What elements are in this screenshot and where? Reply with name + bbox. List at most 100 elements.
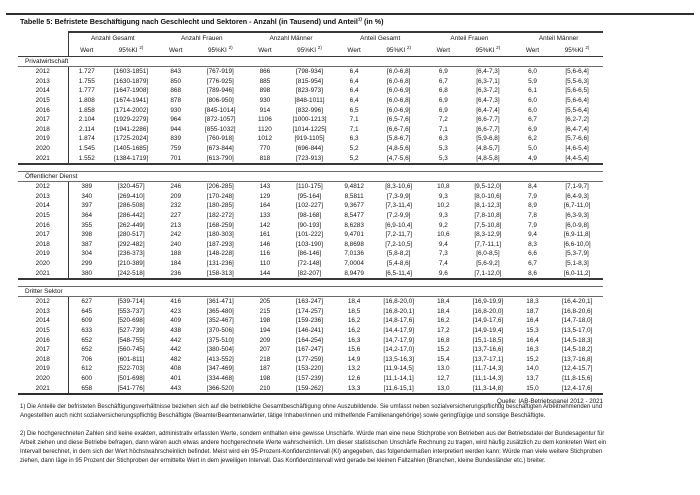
footnote-ref-2: 2) bbox=[139, 44, 144, 50]
footnote-ref-2: 2) bbox=[228, 44, 233, 50]
year-cell: 2012 bbox=[18, 66, 69, 77]
table-row: 2013 1.755 [1630-1879] 850 [776-925] 885 [815-… bbox=[18, 76, 603, 87]
value-cell: [798-934] bbox=[296, 68, 324, 76]
value-cell: 6,8 bbox=[438, 87, 448, 95]
wert-column-header: Wert bbox=[68, 44, 105, 57]
table-row: 2012 1.727 [1603-1851] 843 [767-919] 866 [798-… bbox=[18, 66, 603, 77]
value-cell: [413-552] bbox=[206, 355, 234, 363]
value-cell: [86-146] bbox=[297, 250, 322, 258]
table-row: 2020 600 [501-698] 401 [334-468] 198 [157-239]… bbox=[18, 373, 603, 384]
value-cell: [16,8-20,0] bbox=[472, 307, 504, 315]
value-cell: [95-164] bbox=[297, 192, 322, 200]
column-group-header: Anteil Frauen bbox=[424, 31, 515, 44]
table-row: 2018 706 [601-811] 482 [413-552] 218 [177-259]… bbox=[18, 354, 603, 365]
value-cell: 116 bbox=[259, 250, 270, 258]
value-cell: [11,3-14,8] bbox=[461, 383, 515, 395]
value-cell: [9,5-12,0] bbox=[474, 183, 502, 191]
value-cell: [158-313] bbox=[194, 268, 247, 280]
value-cell: [262-449] bbox=[117, 221, 145, 229]
value-cell: [320-457] bbox=[117, 183, 145, 191]
value-cell: [4,8-5,8] bbox=[461, 153, 515, 165]
table-row: 2020 299 [210-389] 184 [131-236] 110 [72-148] 7… bbox=[18, 258, 603, 269]
section-label: Privatwirtschaft bbox=[18, 56, 604, 67]
value-cell: [6,4-7,3] bbox=[476, 68, 500, 76]
value-cell: 380 bbox=[68, 268, 105, 280]
value-cell: 6,7 bbox=[528, 259, 537, 267]
value-cell: 7,1 bbox=[438, 125, 448, 133]
value-cell: 5,0 bbox=[528, 145, 537, 153]
value-cell: 13,0 bbox=[424, 383, 462, 395]
value-cell: [855-1032] bbox=[205, 125, 236, 133]
value-cell: [159-262] bbox=[283, 383, 336, 395]
value-cell: 2.104 bbox=[78, 116, 95, 124]
value-cell: 930 bbox=[259, 97, 271, 105]
value-cell: [6,3-7,2] bbox=[476, 87, 500, 95]
value-cell: [7,2-10,5] bbox=[385, 240, 413, 248]
value-cell: 210 bbox=[246, 383, 284, 395]
footnote-1: 1) Die Anteile der befristeten Beschäfti… bbox=[20, 404, 603, 419]
value-cell: [815-954] bbox=[296, 77, 324, 85]
table-row: 2016 652 [548-755] 442 [375-510] 209 [164-254]… bbox=[18, 335, 603, 345]
value-cell: 1.808 bbox=[78, 97, 95, 105]
value-cell: 15,2 bbox=[526, 355, 539, 363]
value-cell: [16,4-20,1] bbox=[561, 298, 593, 306]
data-table: Anzahl Gesamt Anzahl Frauen Anzahl Männer A… bbox=[18, 31, 604, 395]
value-cell: [5,8-6,7] bbox=[386, 135, 411, 143]
table-row: 2021 1.552 [1384-1719] 701 [613-790] 818 [723-… bbox=[18, 153, 604, 165]
value-cell: [6,3-9,3] bbox=[565, 212, 589, 220]
value-cell: 15,3 bbox=[526, 326, 539, 334]
value-cell: [16,8-20,1] bbox=[383, 307, 414, 315]
value-cell: 5,2 bbox=[335, 153, 373, 165]
value-cell: 16,3 bbox=[347, 336, 361, 344]
value-cell: 9,2 bbox=[438, 221, 448, 229]
value-cell: 8,9479 bbox=[335, 268, 373, 280]
value-cell: [14,4-17,9] bbox=[383, 326, 414, 334]
value-cell: [6,7-11,0] bbox=[563, 202, 591, 210]
value-cell: 443 bbox=[157, 383, 195, 395]
value-cell: 7,0136 bbox=[344, 250, 364, 258]
value-cell: 5,3 bbox=[424, 153, 462, 165]
value-cell: 9,4812 bbox=[344, 183, 364, 191]
value-cell: 16,8 bbox=[437, 336, 450, 344]
table-section: Privatwirtschaft 2012 1.727 [1603-1851] 843 [… bbox=[18, 56, 604, 165]
table-row: 2018 387 [292-482] 240 [187-293] 146 [103-190]… bbox=[18, 239, 603, 250]
value-cell: [832-996] bbox=[296, 106, 324, 114]
year-cell: 2016 bbox=[18, 105, 69, 115]
year-cell: 2019 bbox=[18, 134, 69, 144]
value-cell: [187-293] bbox=[206, 240, 234, 248]
value-cell: 9,3 bbox=[438, 192, 448, 200]
value-cell: [6,9-11,8] bbox=[563, 231, 591, 239]
value-cell: [776-925] bbox=[206, 77, 234, 85]
value-cell: [361-471] bbox=[206, 298, 234, 306]
value-cell: [5,5-6,4] bbox=[565, 106, 589, 114]
value-cell: [4,4-5,4] bbox=[551, 153, 604, 165]
value-cell: [527-739] bbox=[117, 326, 145, 334]
value-cell: 16,4 bbox=[526, 317, 539, 325]
value-cell: [286-508] bbox=[117, 202, 145, 210]
value-cell: 1106 bbox=[258, 116, 272, 124]
value-cell: 198 bbox=[259, 317, 271, 325]
value-cell: 15,6 bbox=[347, 346, 361, 354]
value-cell: [823-973] bbox=[296, 87, 324, 95]
value-cell: [872-1057] bbox=[205, 116, 236, 124]
value-cell: 18,4 bbox=[437, 298, 450, 306]
ki-column-header: 95%KI 2) bbox=[105, 44, 158, 57]
value-cell: [146-241] bbox=[296, 326, 324, 334]
year-cell: 2017 bbox=[18, 229, 69, 240]
table-row: 2015 633 [527-739] 438 [370-506] 194 [146-241]… bbox=[18, 325, 603, 336]
value-cell: [789-946] bbox=[206, 87, 234, 95]
value-cell: 209 bbox=[259, 336, 271, 344]
value-cell: [522-703] bbox=[117, 365, 145, 373]
value-cell: [182-272] bbox=[206, 212, 234, 220]
table-title: Tabelle 5: Befristete Beschäftigung nach… bbox=[20, 17, 384, 26]
ki-label: 95%KI bbox=[564, 46, 584, 54]
value-cell: 1.755 bbox=[78, 77, 95, 85]
section-label: Öffentlicher Dienst bbox=[18, 171, 604, 182]
value-cell: 442 bbox=[170, 336, 182, 344]
table-row: 2016 1.858 [1714-2002] 930 [845-1014] 914 [832… bbox=[18, 105, 603, 115]
value-cell: [1929-2279] bbox=[114, 116, 149, 124]
value-cell: 7,9 bbox=[528, 192, 537, 200]
value-cell: 188 bbox=[170, 250, 182, 258]
value-cell: 18,4 bbox=[437, 307, 450, 315]
value-cell: [548-755] bbox=[117, 336, 145, 344]
